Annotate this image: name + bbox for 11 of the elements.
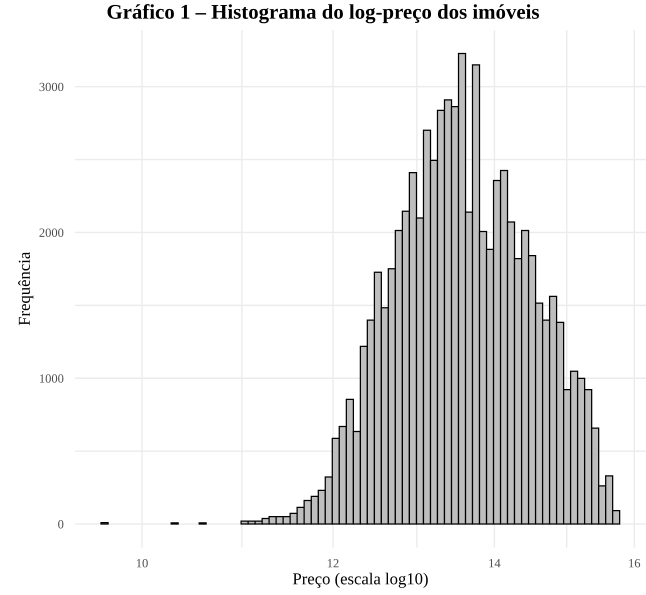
y-tick-label: 1000 bbox=[40, 374, 64, 383]
x-tick-label: 12 bbox=[328, 559, 339, 568]
chart-title: Gráfico 1 – Histograma do log-preço dos imóveis bbox=[108, 4, 539, 24]
x-tick-label: 16 bbox=[629, 559, 640, 568]
y-axis-title: Frequência bbox=[18, 252, 34, 326]
y-tick-label: 3000 bbox=[39, 82, 64, 92]
y-tick-label: 0 bbox=[58, 520, 64, 528]
y-tick-label: 2000 bbox=[39, 228, 64, 237]
x-tick-label: 14 bbox=[489, 559, 500, 568]
x-axis-title: Preço (escala log10) bbox=[292, 572, 428, 588]
x-tick-label: 10 bbox=[136, 558, 148, 568]
